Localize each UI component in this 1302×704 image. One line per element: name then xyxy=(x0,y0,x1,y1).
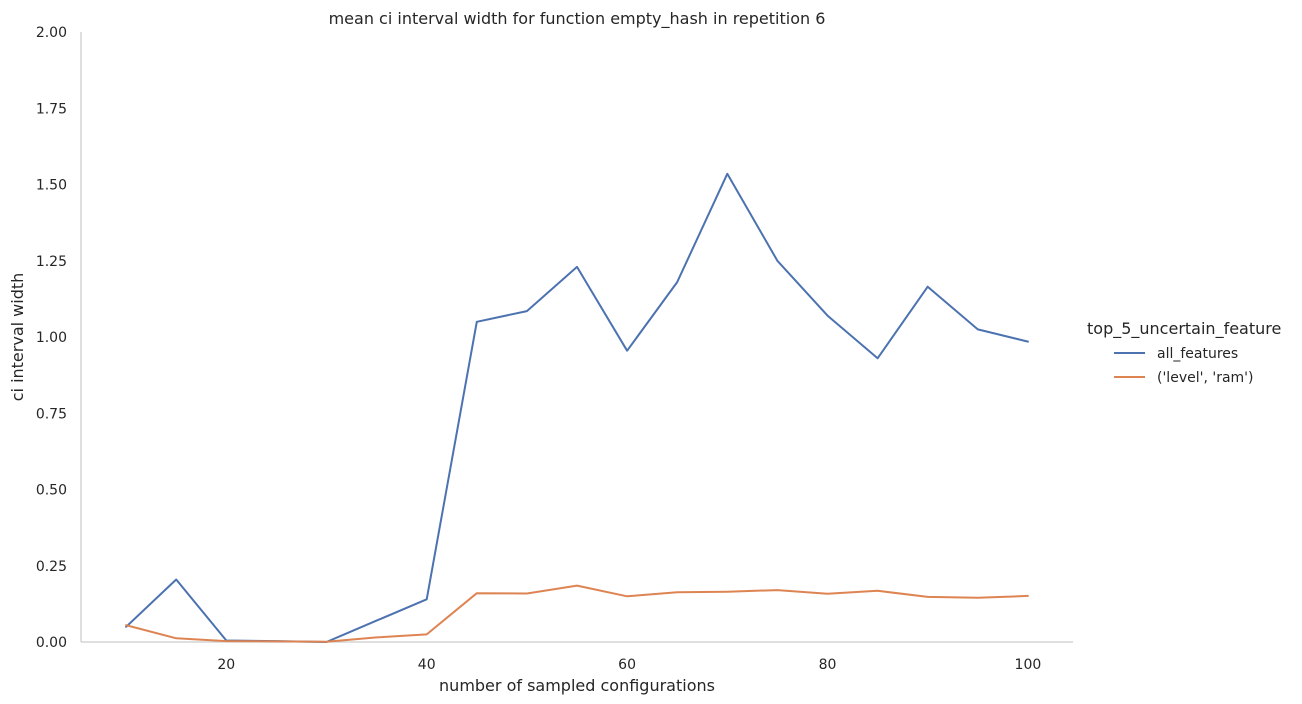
y-axis-label: ci interval width xyxy=(8,273,27,402)
x-tick-label: 80 xyxy=(819,657,837,673)
legend-label: ('level', 'ram') xyxy=(1157,370,1253,386)
x-tick-label: 60 xyxy=(618,657,636,673)
y-tick-label: 1.75 xyxy=(36,101,67,117)
y-tick-label: 1.25 xyxy=(36,254,67,270)
plot-area xyxy=(80,32,1073,643)
y-tick-labels: 0.00 0.25 0.50 0.75 1.00 1.25 1.50 1.75 2.00 xyxy=(36,25,67,651)
chart-title: mean ci interval width for function empt… xyxy=(329,9,826,29)
legend: top_5_uncertain_feature all_features ('le… xyxy=(1087,319,1281,386)
y-tick-label: 0.75 xyxy=(36,406,67,422)
x-tick-label: 100 xyxy=(1015,657,1042,673)
x-axis-label: number of sampled configurations xyxy=(439,676,715,695)
legend-label: all_features xyxy=(1157,346,1238,362)
series-line-0 xyxy=(125,172,1029,643)
x-tick-label: 20 xyxy=(217,657,235,673)
legend-title: top_5_uncertain_feature xyxy=(1087,319,1281,339)
y-tick-label: 1.00 xyxy=(36,330,67,346)
y-tick-label: 2.00 xyxy=(36,25,67,41)
y-tick-label: 0.25 xyxy=(36,559,67,575)
series-line-1 xyxy=(125,584,1029,643)
y-tick-label: 0.50 xyxy=(36,483,67,499)
y-tick-label: 1.50 xyxy=(36,178,67,194)
legend-items: all_features ('level', 'ram') xyxy=(1114,346,1253,386)
series-layer xyxy=(125,172,1029,643)
y-tick-label: 0.00 xyxy=(36,635,67,651)
x-tick-labels: 20 40 60 80 100 xyxy=(217,657,1041,673)
x-tick-label: 40 xyxy=(418,657,436,673)
